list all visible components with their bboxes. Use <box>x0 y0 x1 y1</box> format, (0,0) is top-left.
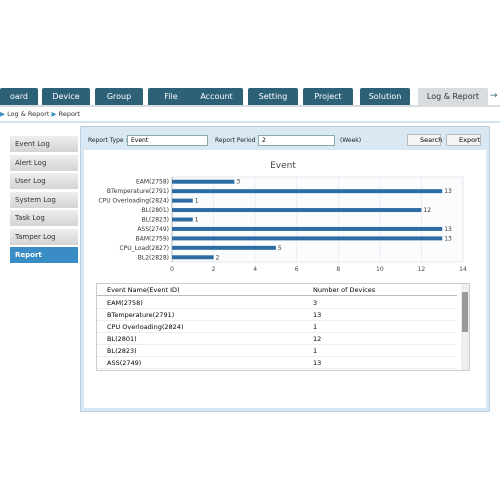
sidebar-item[interactable]: Event Log <box>10 136 78 153</box>
table-cell: BL(2823) <box>107 347 137 355</box>
report-type-label: Report Type : <box>88 137 128 144</box>
y-tick-label: BAM(2759) <box>136 235 169 242</box>
y-tick-label: BL(2801) <box>142 207 169 214</box>
bar <box>172 217 193 222</box>
bar <box>172 236 443 241</box>
y-tick-label: ASS(2749) <box>137 226 169 233</box>
report-type-select[interactable]: Event <box>127 135 208 146</box>
value-label: 12 <box>423 207 431 214</box>
x-tick-label: 14 <box>459 266 467 273</box>
bc-icon: ▶ <box>51 110 57 118</box>
table-cell: 12 <box>313 335 322 343</box>
table-row[interactable]: BTemperature(2791) 13 <box>97 309 457 321</box>
table-cell: 13 <box>313 311 322 319</box>
table-cell: BL(2801) <box>107 335 137 343</box>
divider <box>0 121 500 123</box>
tab[interactable]: oard <box>0 88 38 105</box>
bar <box>172 198 193 203</box>
sidebar-item[interactable]: User Log <box>10 173 78 190</box>
value-label: 13 <box>444 235 452 242</box>
table-row[interactable]: BL(2801) 12 <box>97 333 457 345</box>
x-tick-label: 6 <box>295 266 299 273</box>
tab[interactable]: Setting <box>248 88 298 105</box>
table-cell: BTemperature(2791) <box>107 311 175 319</box>
table-cell: 1 <box>313 323 318 331</box>
table-row[interactable]: ASS(2749) 13 <box>97 357 457 369</box>
tab[interactable]: File <box>148 88 194 105</box>
bar <box>172 245 276 250</box>
tab-scroll-arrow[interactable]: → <box>490 91 498 101</box>
table-cell: 3 <box>313 299 318 307</box>
sidebar-item[interactable]: Alert Log <box>10 154 78 172</box>
value-label: 13 <box>444 188 452 195</box>
tab[interactable]: Solution <box>360 88 410 105</box>
search-button[interactable]: Search <box>407 134 442 146</box>
report-period-select[interactable]: 2 <box>258 135 335 146</box>
x-tick-label: 4 <box>253 266 257 273</box>
bar <box>172 208 422 213</box>
table: Event Name(Event ID) Number of Devices EAM… <box>96 283 470 371</box>
scroll-thumb[interactable] <box>462 292 468 332</box>
table-cell: EAM(2758) <box>107 299 143 307</box>
value-label: 1 <box>195 217 199 224</box>
y-tick-label: BTemperature(2791) <box>107 188 169 195</box>
bc-icon: ▶ <box>0 110 5 118</box>
sidebar-item[interactable]: Tamper Log <box>10 228 78 246</box>
tab[interactable]: Device <box>42 88 90 105</box>
column-header: Event Name(Event ID) <box>107 286 180 294</box>
y-tick-label: CPU Overloading(2824) <box>98 198 169 205</box>
table-row[interactable]: CPU Overloading(2824) 1 <box>97 321 457 333</box>
sidebar-item[interactable]: Report <box>10 247 78 264</box>
tab-underline <box>0 105 500 107</box>
period-unit: (Week) <box>340 137 362 144</box>
breadcrumb-item: Report <box>58 110 81 118</box>
value-label: 3 <box>236 179 240 186</box>
table-cell: 13 <box>313 359 322 367</box>
x-tick-label: 0 <box>170 266 174 273</box>
sidebar-item[interactable]: System Log <box>10 191 78 209</box>
report-period-label: Report Period : <box>215 137 260 144</box>
bar <box>172 179 235 184</box>
y-tick-label: CPU_Load(2827) <box>119 245 169 252</box>
value-label: 2 <box>216 254 220 261</box>
breadcrumb-item[interactable]: Log & Report <box>7 110 50 118</box>
export-button[interactable]: Export <box>446 134 481 146</box>
y-tick-label: BL2(2828) <box>138 254 169 261</box>
x-tick-label: 10 <box>376 266 384 273</box>
breadcrumb: ▶ Log & Report ▶ Report <box>0 107 500 121</box>
tab[interactable]: Log & Report <box>418 88 488 105</box>
value-label: 5 <box>278 245 282 252</box>
table-header: Event Name(Event ID) Number of Devices <box>97 284 457 296</box>
tab[interactable]: Project <box>303 88 353 105</box>
tab[interactable]: Group <box>95 88 143 105</box>
y-tick-label: BL(2823) <box>142 217 169 224</box>
x-tick-label: 2 <box>212 266 216 273</box>
table-cell: ASS(2749) <box>107 359 142 367</box>
chart-title: Event <box>270 161 296 171</box>
sidebar-item[interactable]: Task Log <box>10 210 78 227</box>
table-row[interactable]: EAM(2758) 3 <box>97 297 457 309</box>
table-row[interactable]: BL(2823) 1 <box>97 345 457 357</box>
bar <box>172 255 214 260</box>
table-cell: CPU Overloading(2824) <box>107 323 184 331</box>
table-cell: 1 <box>313 347 318 355</box>
bar <box>172 226 443 231</box>
value-label: 1 <box>195 198 199 205</box>
value-label: 13 <box>444 226 452 233</box>
y-tick-label: EAM(2758) <box>136 179 169 186</box>
column-header: Number of Devices <box>313 286 376 294</box>
x-tick-label: 8 <box>336 266 340 273</box>
bar <box>172 189 443 194</box>
x-tick-label: 12 <box>418 266 426 273</box>
tab[interactable]: Account <box>190 88 243 105</box>
